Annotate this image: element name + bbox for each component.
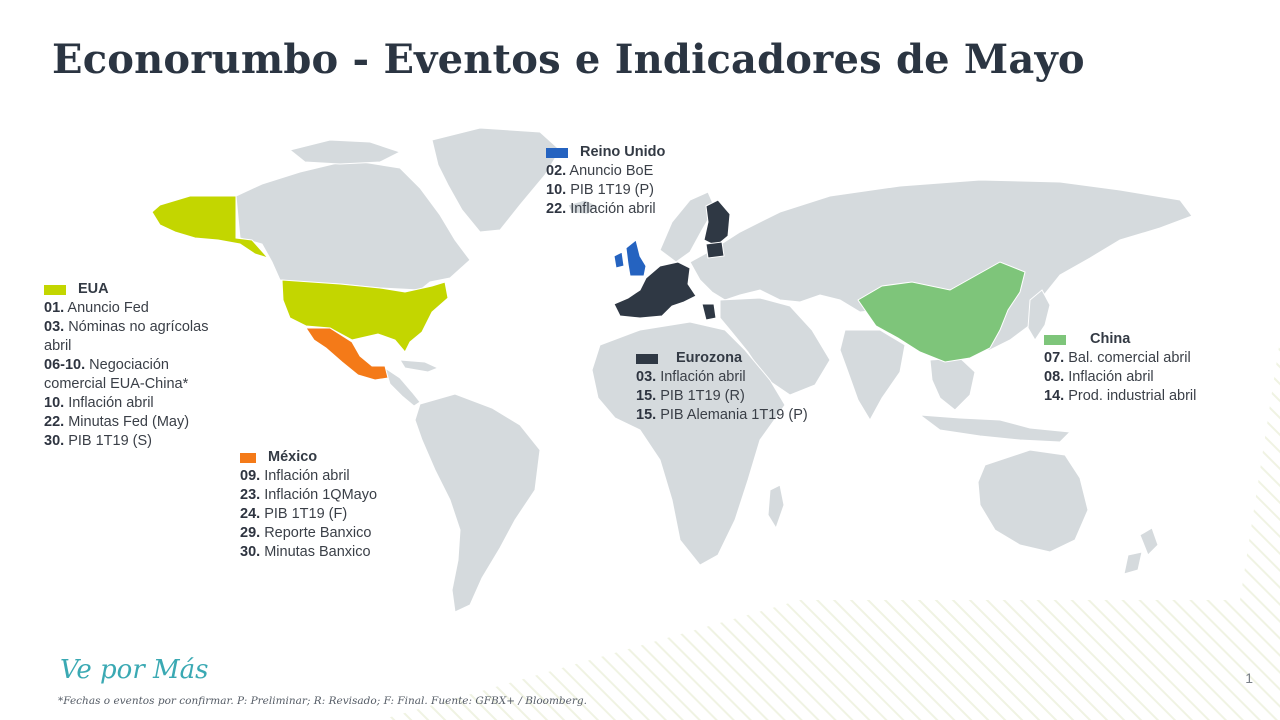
uk-shape bbox=[625, 239, 647, 277]
list-item: 15. PIB Alemania 1T19 (P) bbox=[636, 407, 808, 423]
page-number: 1 bbox=[1245, 670, 1253, 686]
footnote: *Fechas o eventos por confirmar. P: Prel… bbox=[58, 695, 587, 707]
africa-shape bbox=[591, 321, 786, 566]
new-zealand-shape bbox=[1139, 527, 1159, 556]
legend-eurozona: Eurozona 03. Inflación abril 15. PIB 1T1… bbox=[636, 349, 816, 425]
decorative-hatch bbox=[380, 340, 1280, 720]
southeast-asia-shape bbox=[929, 357, 976, 411]
list-item: 29. Reporte Banxico bbox=[240, 525, 372, 541]
new-zealand-south-shape bbox=[1123, 551, 1143, 575]
legend-eurozona-name: Eurozona bbox=[676, 350, 743, 366]
list-item: 30. PIB 1T19 (S) bbox=[44, 433, 153, 449]
legend-eua: EUA 01. Anuncio Fed 03. Nóminas no agríc… bbox=[44, 280, 224, 451]
legend-china-name: China bbox=[1090, 331, 1131, 347]
madagascar-shape bbox=[767, 484, 785, 530]
iceland-shape bbox=[567, 199, 599, 215]
china-swatch bbox=[1044, 334, 1066, 345]
india-shape bbox=[839, 329, 906, 422]
list-item: 10. Inflación abril bbox=[44, 395, 154, 411]
list-item: 07. Bal. comercial abril bbox=[1044, 350, 1191, 366]
list-item: 15. PIB 1T19 (R) bbox=[636, 388, 745, 404]
australia-shape bbox=[977, 449, 1089, 553]
legend-mexico-header: México bbox=[240, 448, 440, 467]
central-america-shape bbox=[384, 366, 421, 407]
list-item: 23. Inflación 1QMayo bbox=[240, 487, 378, 503]
list-item: 09. Inflación abril bbox=[240, 468, 350, 484]
baltics-shape bbox=[705, 241, 725, 259]
south-america-shape bbox=[414, 393, 541, 613]
greenland-shape bbox=[431, 127, 561, 233]
legend-eurozona-header: Eurozona bbox=[636, 349, 816, 368]
list-item: 01. Anuncio Fed bbox=[44, 300, 149, 316]
list-item: 03. Nóminas no agrícolas abril bbox=[44, 319, 209, 354]
middle-east-shape bbox=[719, 297, 831, 396]
legend-reino-unido: Reino Unido 02. Anuncio BoE 10. PIB 1T19… bbox=[546, 143, 726, 219]
legend-mexico: México 09. Inflación abril 23. Inflación… bbox=[240, 448, 440, 562]
list-item: 02. Anuncio BoE bbox=[546, 163, 654, 179]
eurasia-shape bbox=[689, 179, 1193, 353]
legend-reino-unido-name: Reino Unido bbox=[580, 144, 666, 160]
list-item: 03. Inflación abril bbox=[636, 369, 746, 385]
finland-shape bbox=[703, 199, 731, 247]
canada-shape bbox=[235, 159, 471, 291]
legend-eua-name: EUA bbox=[78, 281, 109, 297]
caribbean-shape bbox=[399, 359, 440, 373]
mexico-shape bbox=[305, 327, 389, 381]
alaska-shape bbox=[151, 195, 270, 260]
list-item: 14. Prod. industrial abril bbox=[1044, 388, 1197, 404]
eurozona-swatch bbox=[636, 353, 658, 364]
list-item: 06-10. Negociación comercial EUA-China* bbox=[44, 357, 189, 392]
ireland-shape bbox=[613, 251, 625, 269]
greece-shape bbox=[701, 303, 717, 321]
list-item: 24. PIB 1T19 (F) bbox=[240, 506, 348, 522]
japan-shape bbox=[1027, 289, 1051, 341]
page-title: Econorumbo - Eventos e Indicadores de Ma… bbox=[52, 36, 1085, 83]
legend-mexico-name: México bbox=[268, 449, 318, 465]
legend-reino-unido-header: Reino Unido bbox=[546, 143, 726, 162]
legend-eua-header: EUA bbox=[44, 280, 224, 299]
mexico-swatch bbox=[240, 452, 256, 463]
eua-swatch bbox=[44, 284, 66, 295]
list-item: 30. Minutas Banxico bbox=[240, 544, 371, 560]
brand-logo: Ve por Más bbox=[60, 655, 209, 685]
list-item: 10. PIB 1T19 (P) bbox=[546, 182, 655, 198]
eurozone-shape bbox=[613, 261, 697, 319]
china-shape bbox=[857, 261, 1026, 363]
indonesia-shape bbox=[918, 414, 1072, 443]
arctic-islands-shape bbox=[288, 139, 402, 165]
list-item: 08. Inflación abril bbox=[1044, 369, 1154, 385]
reino-unido-swatch bbox=[546, 147, 568, 158]
list-item: 22. Minutas Fed (May) bbox=[44, 414, 190, 430]
list-item: 22. Inflación abril bbox=[546, 201, 656, 217]
legend-china-header: China bbox=[1044, 330, 1244, 349]
legend-china: China 07. Bal. comercial abril 08. Infla… bbox=[1044, 330, 1244, 406]
usa-shape bbox=[281, 279, 449, 353]
